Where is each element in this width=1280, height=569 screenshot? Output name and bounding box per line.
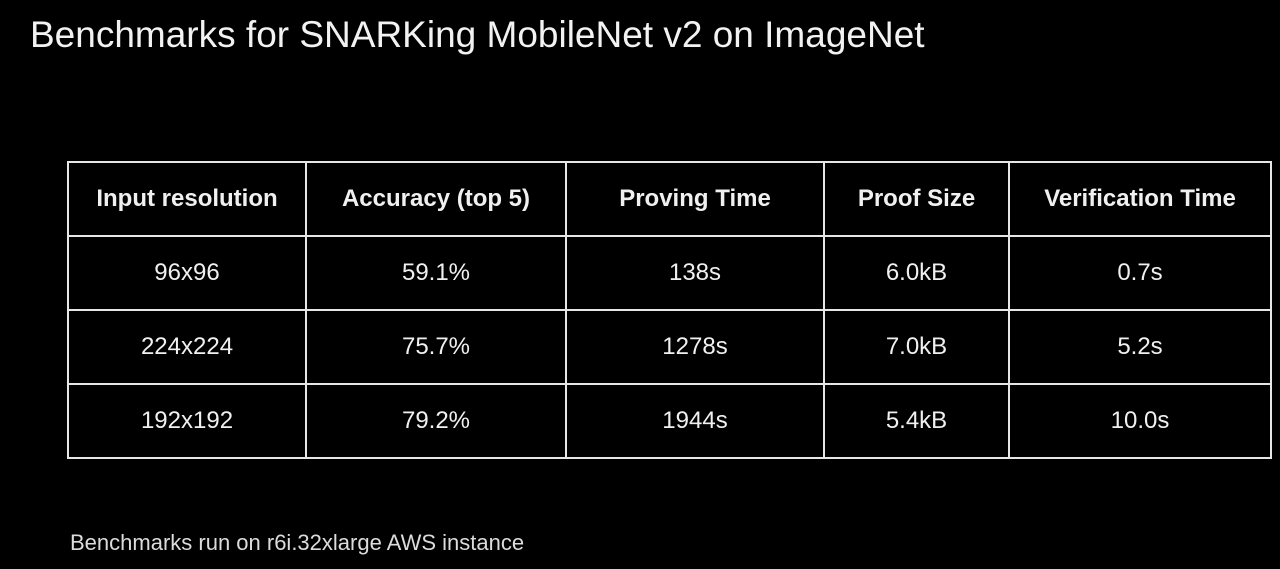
table-cell: 59.1% — [305, 235, 567, 311]
header-row: Input resolution Accuracy (top 5) Proving … — [67, 161, 1272, 237]
table-cell: 10.0s — [1008, 383, 1272, 459]
table-head: Input resolution Accuracy (top 5) Proving … — [67, 161, 1272, 237]
header-cell: Proving Time — [565, 161, 825, 237]
table-cell: 7.0kB — [823, 309, 1010, 385]
table-cell: 96x96 — [67, 235, 307, 311]
table-cell: 75.7% — [305, 309, 567, 385]
table-cell: 5.2s — [1008, 309, 1272, 385]
footnote: Benchmarks run on r6i.32xlarge AWS insta… — [70, 530, 525, 555]
header-cell: Verification Time — [1008, 161, 1272, 237]
benchmark-table: Input resolution Accuracy (top 5) Proving … — [67, 161, 1272, 459]
table-body: 96x96 59.1% 138s 6.0kB 0.7s 224x224 75.7% 1278s… — [67, 235, 1272, 459]
slide-title: Benchmarks for SNARKing MobileNet v2 on … — [30, 14, 925, 55]
table-row: 192x192 79.2% 1944s 5.4kB 10.0s — [67, 383, 1272, 459]
table-cell: 138s — [565, 235, 825, 311]
table-cell: 5.4kB — [823, 383, 1010, 459]
header-cell: Input resolution — [67, 161, 307, 237]
table-cell: 192x192 — [67, 383, 307, 459]
table-cell: 224x224 — [67, 309, 307, 385]
table-row: 96x96 59.1% 138s 6.0kB 0.7s — [67, 235, 1272, 311]
header-cell: Accuracy (top 5) — [305, 161, 567, 237]
table-cell: 1278s — [565, 309, 825, 385]
header-cell: Proof Size — [823, 161, 1010, 237]
table-cell: 0.7s — [1008, 235, 1272, 311]
table-cell: 6.0kB — [823, 235, 1010, 311]
table-cell: 79.2% — [305, 383, 567, 459]
table-cell: 1944s — [565, 383, 825, 459]
table-row: 224x224 75.7% 1278s 7.0kB 5.2s — [67, 309, 1272, 385]
